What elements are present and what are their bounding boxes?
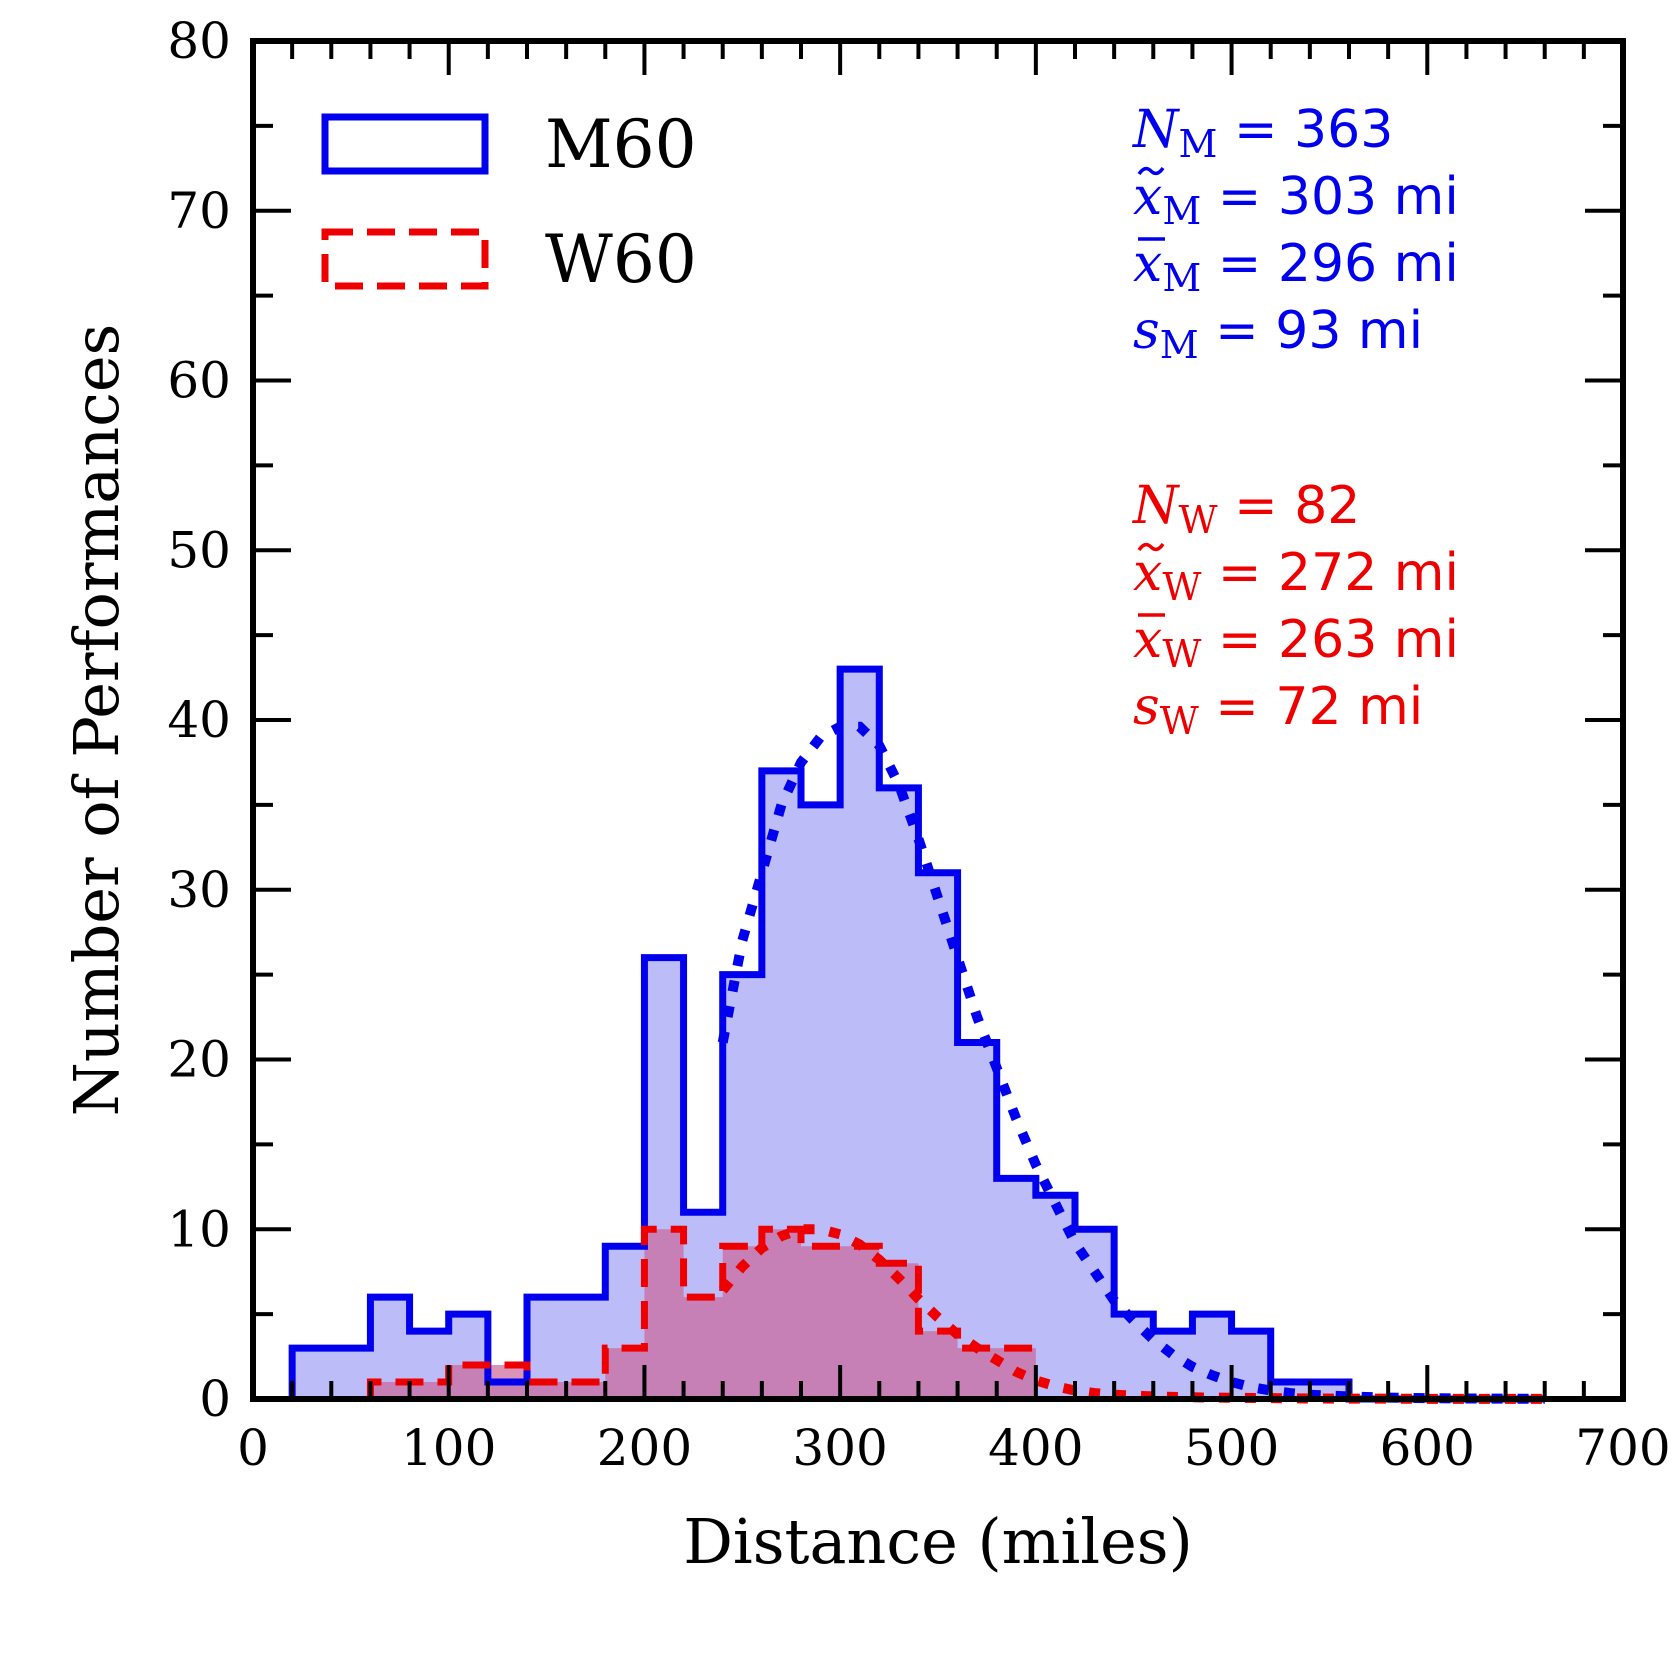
x-tick-label: 600 [1380,1419,1475,1477]
legend-label-m60: M60 [545,106,697,183]
hist-outline-w60 [366,1225,1036,1399]
tilde-accent [1137,542,1165,552]
histogram-outlines [288,665,1545,1403]
stat-line: NW = 82 [1131,476,1360,542]
legend-swatch-m60 [321,113,489,175]
x-tick-label: 500 [1184,1419,1279,1477]
tilde-accent [1137,166,1165,176]
x-tick-label: 400 [988,1419,1083,1477]
x-tick-label: 700 [1575,1419,1670,1477]
x-axis-label: Distance (miles) [683,1505,1193,1578]
hist-fill-m60 [292,669,1545,1399]
stat-line: xM = 303 mi [1133,167,1459,233]
y-tick-label: 20 [167,1031,231,1089]
stat-line: xM = 296 mi [1133,234,1459,300]
x-tick-label: 200 [597,1419,692,1477]
stat-line: xW = 263 mi [1133,610,1459,676]
y-tick-label: 40 [167,691,231,749]
legend-label-w60: W60 [545,221,697,298]
y-tick-label: 30 [167,861,231,919]
y-tick-label: 60 [167,352,231,410]
stat-line: NM = 363 [1131,100,1393,166]
stat-line: sM = 93 mi [1133,301,1423,367]
x-tick-label: 0 [237,1419,269,1477]
hist-fill-w60 [370,1229,1036,1399]
y-tick-label: 50 [167,521,231,579]
plot-frame [250,38,1626,1402]
y-tick-label: 70 [167,182,231,240]
legend-swatch-w60 [321,228,489,290]
x-tick-label: 300 [792,1419,887,1477]
y-axis-label: Number of Performances [60,324,133,1117]
hist-outline-m60 [288,665,1545,1403]
y-tick-label: 80 [167,12,231,70]
x-tick-label: 100 [401,1419,496,1477]
y-tick-label: 10 [167,1200,231,1258]
stat-line: sW = 72 mi [1133,677,1423,743]
histogram-fills [292,669,1545,1399]
y-tick-label: 0 [199,1370,231,1428]
stat-line: xW = 272 mi [1133,543,1459,609]
tick-labels: 0 100 200 300 400 500 600 700 0 10 20 30 40 50 60 70 80 [167,12,1670,1477]
